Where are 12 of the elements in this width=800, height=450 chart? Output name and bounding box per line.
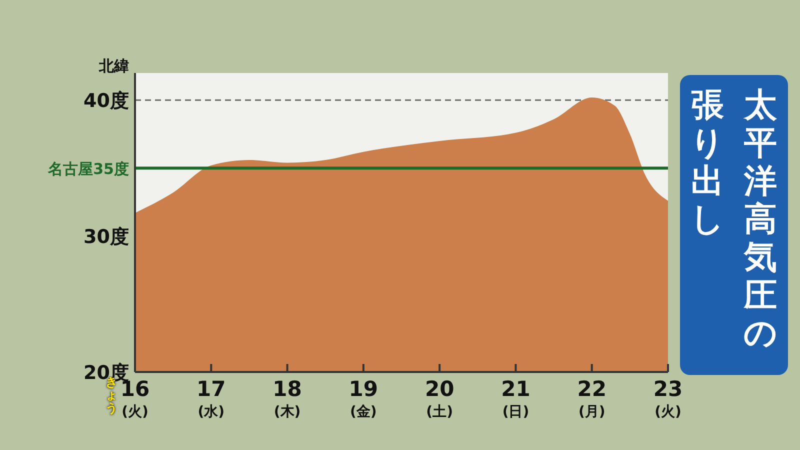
- y-tick-label: 40度: [84, 90, 129, 112]
- x-tick-label: 22 (月): [577, 377, 606, 420]
- y-tick-label: 30度: [84, 226, 129, 248]
- x-tick-label: 21 (日): [501, 377, 530, 420]
- x-tick-label: 20 (土): [424, 377, 454, 420]
- ref-line-label: 名古屋35度: [47, 160, 129, 178]
- y-axis-title: 北緯: [98, 57, 129, 75]
- x-tick-label: 19 (金): [348, 377, 378, 420]
- chart-title: 太平洋高気圧の張り出し: [690, 85, 778, 352]
- x-tick-label: 23 (火): [653, 377, 683, 420]
- x-tick-label: 17 (水): [196, 377, 226, 420]
- x-tick-label: 18 (木): [272, 377, 302, 420]
